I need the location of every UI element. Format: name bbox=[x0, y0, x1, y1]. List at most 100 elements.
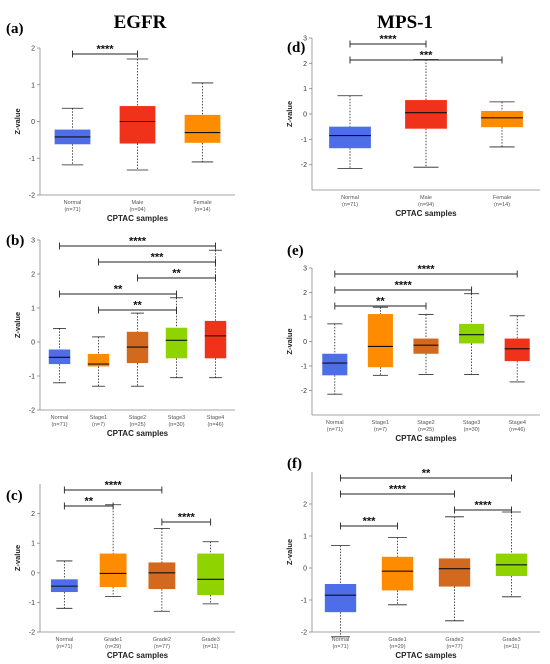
box-stage2 bbox=[413, 314, 439, 375]
panel-e: (e) -2 -1 0 1 2 3 Z-value Normal(n=71) Stage1(n=7… bbox=[285, 243, 540, 443]
x-sample-size-label: (n=46) bbox=[207, 422, 223, 428]
iqr-box bbox=[504, 338, 530, 362]
x-axis-label: CPTAC samples bbox=[107, 651, 169, 660]
box-normal bbox=[50, 560, 78, 609]
x-sample-size-label: (n=7) bbox=[374, 427, 387, 433]
y-tick-label: 0 bbox=[303, 339, 307, 346]
y-axis-label: Z-value bbox=[13, 312, 22, 338]
x-category-label: Stage4 bbox=[508, 420, 525, 426]
panel-f: (f) -2 -1 0 1 2 Z-value Normal(n=71) Grade1(n=29… bbox=[285, 456, 540, 660]
y-tick-label: 3 bbox=[303, 36, 307, 43]
y-tick-label: 2 bbox=[31, 46, 35, 53]
significance-bracket: **** bbox=[340, 484, 455, 498]
significance-stars: *** bbox=[420, 50, 434, 62]
box-stage4 bbox=[204, 249, 227, 379]
panel-label: (a) bbox=[6, 21, 24, 37]
x-axis-label: CPTAC samples bbox=[395, 434, 457, 443]
x-sample-size-label: (n=7) bbox=[92, 422, 105, 428]
x-category-label: Male bbox=[420, 195, 432, 201]
x-category-label: Normal bbox=[51, 415, 69, 421]
y-tick-label: -1 bbox=[29, 600, 35, 607]
significance-bracket: ** bbox=[63, 496, 114, 510]
y-tick-label: 2 bbox=[303, 290, 307, 297]
right-column-title: MPS-1 bbox=[377, 12, 433, 33]
significance-bracket: **** bbox=[72, 44, 138, 58]
iqr-box bbox=[87, 353, 110, 367]
y-tick-label: 3 bbox=[303, 266, 307, 273]
box-grade3 bbox=[495, 511, 528, 598]
box-normal bbox=[324, 545, 357, 638]
y-tick-label: 1 bbox=[31, 82, 35, 89]
box-stage1 bbox=[367, 306, 393, 376]
x-axis-label: CPTAC samples bbox=[107, 214, 169, 223]
box-normal bbox=[322, 323, 348, 395]
iqr-box bbox=[413, 338, 439, 354]
significance-stars: ** bbox=[376, 296, 385, 308]
x-category-label: Stage2 bbox=[129, 415, 146, 421]
y-tick-label: -2 bbox=[301, 162, 307, 169]
iqr-box bbox=[197, 553, 225, 595]
y-axis-label: Z-value bbox=[13, 108, 22, 134]
x-category-label: Stage3 bbox=[168, 415, 185, 421]
x-sample-size-label: (n=11) bbox=[203, 644, 219, 650]
iqr-box bbox=[148, 562, 176, 590]
significance-bracket: *** bbox=[98, 252, 216, 266]
x-category-label: Grade1 bbox=[104, 637, 122, 643]
y-axis-label: Z-value bbox=[13, 545, 22, 571]
significance-bracket: **** bbox=[59, 236, 216, 250]
significance-stars: ** bbox=[114, 284, 123, 296]
y-tick-label: -2 bbox=[29, 630, 35, 637]
y-tick-label: 2 bbox=[31, 272, 35, 279]
panel-label: (c) bbox=[6, 488, 23, 504]
y-tick-label: 1 bbox=[31, 541, 35, 548]
significance-stars: *** bbox=[363, 516, 377, 528]
x-category-label: Stage2 bbox=[417, 420, 434, 426]
x-sample-size-label: (n=71) bbox=[51, 422, 67, 428]
y-tick-label: 1 bbox=[303, 315, 307, 322]
x-category-label: Stage1 bbox=[372, 420, 389, 426]
y-tick-label: -2 bbox=[29, 408, 35, 415]
x-sample-size-label: (n=77) bbox=[446, 644, 462, 650]
x-sample-size-label: (n=94) bbox=[418, 202, 434, 208]
y-tick-label: 3 bbox=[31, 238, 35, 245]
significance-bracket: **** bbox=[161, 512, 212, 526]
x-axis-label: CPTAC samples bbox=[107, 429, 169, 438]
significance-stars: **** bbox=[178, 512, 196, 524]
panel-a: (a) -2 -1 0 1 2 Z-value Normal(n=71) Male(n=94) F… bbox=[6, 21, 235, 223]
x-category-label: Stage4 bbox=[207, 415, 224, 421]
box-grade1 bbox=[381, 537, 414, 606]
significance-bracket: ** bbox=[137, 268, 216, 282]
x-category-label: Female bbox=[493, 195, 511, 201]
x-category-label: Normal bbox=[326, 420, 344, 426]
x-sample-size-label: (n=30) bbox=[168, 422, 184, 428]
significance-stars: **** bbox=[417, 264, 435, 276]
left-column-title: EGFR bbox=[114, 12, 167, 33]
iqr-box bbox=[459, 323, 485, 344]
y-tick-label: -1 bbox=[29, 156, 35, 163]
iqr-box bbox=[381, 556, 414, 591]
y-tick-label: 0 bbox=[31, 340, 35, 347]
significance-bracket: ** bbox=[340, 468, 512, 482]
x-category-label: Grade3 bbox=[502, 637, 520, 643]
box-normal bbox=[54, 107, 91, 166]
x-category-label: Grade3 bbox=[201, 637, 219, 643]
x-category-label: Normal bbox=[341, 195, 359, 201]
significance-stars: ** bbox=[172, 268, 181, 280]
x-sample-size-label: (n=71) bbox=[342, 202, 358, 208]
significance-bracket: **** bbox=[334, 280, 473, 294]
iqr-box bbox=[324, 584, 357, 613]
x-category-label: Grade2 bbox=[445, 637, 463, 643]
y-tick-label: 1 bbox=[303, 534, 307, 541]
y-tick-label: 1 bbox=[31, 306, 35, 313]
iqr-box bbox=[119, 106, 156, 144]
box-stage2 bbox=[126, 312, 149, 387]
x-sample-size-label: (n=71) bbox=[56, 644, 72, 650]
panel-label: (f) bbox=[287, 456, 302, 472]
x-category-label: Normal bbox=[56, 637, 74, 643]
x-sample-size-label: (n=14) bbox=[494, 202, 510, 208]
significance-stars: **** bbox=[389, 484, 407, 496]
significance-stars: *** bbox=[151, 252, 165, 264]
iqr-box bbox=[184, 114, 221, 143]
box-grade1 bbox=[99, 504, 127, 597]
x-category-label: Grade1 bbox=[388, 637, 406, 643]
